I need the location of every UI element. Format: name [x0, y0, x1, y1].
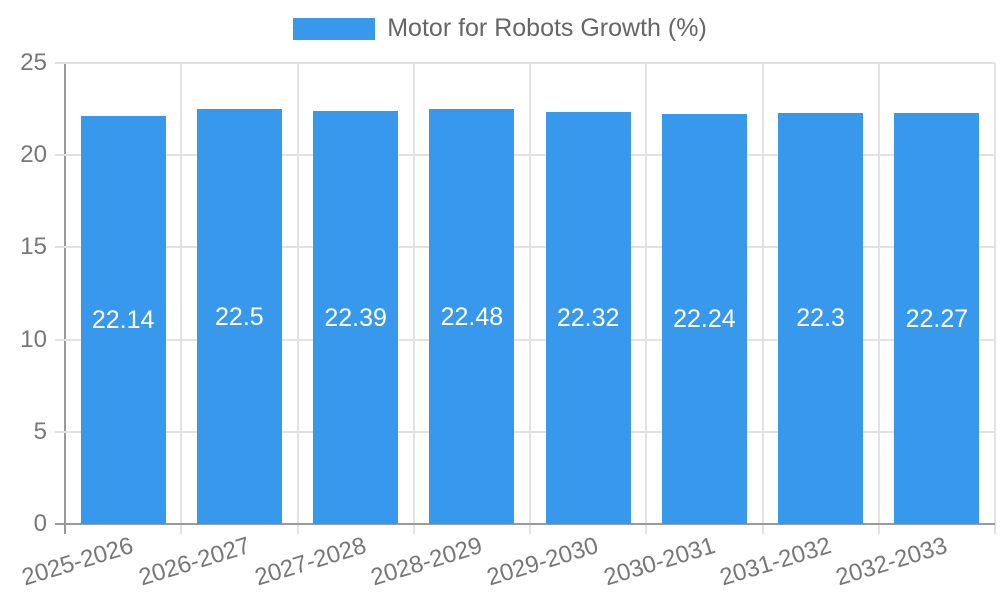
bar-value-label: 22.5 — [215, 302, 264, 331]
x-gridline — [645, 63, 648, 534]
legend-label[interactable]: Motor for Robots Growth (%) — [387, 14, 707, 42]
y-axis-tick-label: 10 — [20, 325, 47, 353]
y-axis-tick-label: 5 — [33, 417, 47, 445]
x-gridline — [994, 63, 996, 534]
y-gridline — [65, 246, 995, 249]
x-axis-tick-label: 2025-2026 — [19, 532, 137, 592]
x-gridline — [529, 63, 531, 534]
bar — [429, 109, 515, 524]
bar — [778, 112, 864, 524]
bar — [313, 111, 399, 524]
bar-value-label: 22.3 — [796, 304, 845, 333]
bar-value-label: 22.48 — [440, 302, 504, 331]
x-axis-tick-label: 2026-2027 — [135, 532, 253, 592]
y-gridline — [65, 430, 995, 433]
bar — [80, 115, 166, 524]
y-tick-mark — [55, 62, 65, 64]
y-gridline — [65, 338, 995, 341]
y-tick-mark — [55, 154, 65, 157]
bar — [196, 109, 282, 524]
y-axis-tick-label: 20 — [20, 141, 47, 169]
x-axis-tick-label: 2031-2032 — [716, 532, 835, 592]
bar-value-label: 22.27 — [905, 304, 969, 333]
y-axis-line — [64, 63, 66, 534]
legend[interactable]: Motor for Robots Growth (%) — [0, 14, 1000, 43]
bar-value-label: 22.39 — [324, 303, 387, 332]
x-axis-tick-label: 2029-2030 — [484, 532, 602, 592]
x-gridline — [412, 63, 415, 534]
x-gridline — [877, 63, 880, 534]
y-gridline — [65, 154, 995, 157]
x-gridline — [180, 63, 183, 534]
legend-swatch[interactable] — [293, 17, 376, 40]
y-axis-tick-label: 25 — [20, 49, 47, 76]
x-axis-tick-label: 2028-2029 — [367, 532, 486, 592]
bar — [661, 113, 747, 524]
y-tick-mark — [55, 430, 65, 433]
x-axis-line — [55, 523, 995, 525]
y-gridline — [65, 62, 995, 64]
bar — [894, 113, 980, 524]
y-tick-mark — [55, 246, 65, 249]
x-axis-tick-label: 2027-2028 — [251, 532, 370, 592]
bar-value-label: 22.32 — [556, 304, 620, 333]
bar — [545, 112, 631, 524]
bar-value-label: 22.14 — [91, 305, 155, 334]
x-axis-tick-label: 2030-2031 — [600, 532, 718, 592]
y-axis-tick-label: 15 — [20, 233, 47, 261]
bar-value-label: 22.24 — [673, 304, 736, 333]
x-gridline — [296, 63, 299, 534]
y-axis-tick-label: 0 — [33, 510, 47, 537]
x-gridline — [761, 63, 764, 534]
x-axis-tick-label: 2032-2033 — [832, 532, 951, 592]
y-tick-mark — [55, 338, 65, 341]
